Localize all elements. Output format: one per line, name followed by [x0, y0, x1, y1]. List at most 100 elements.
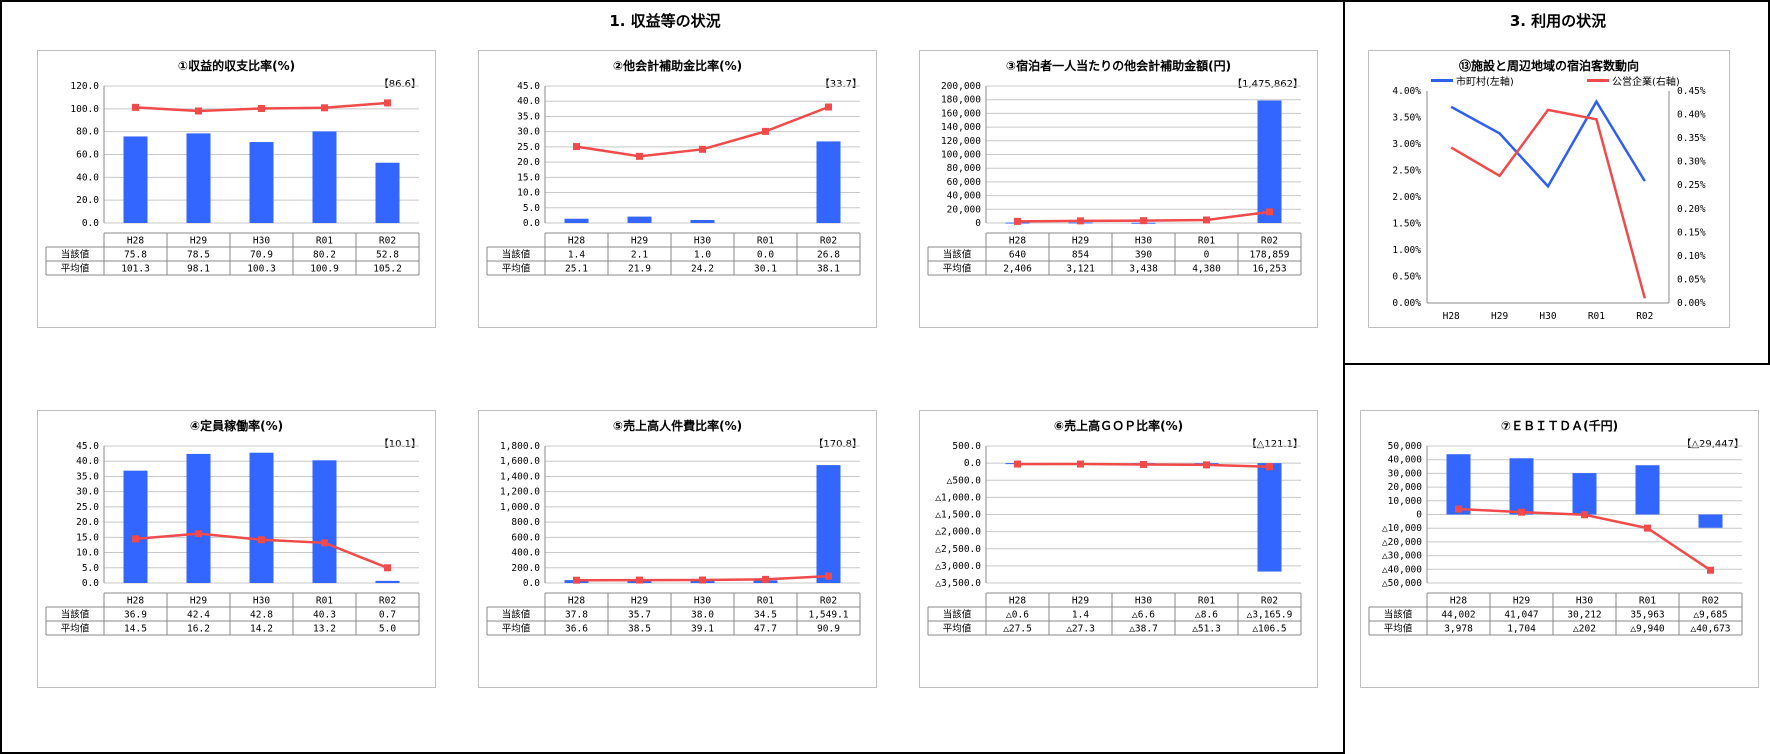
chart-average-badge: 【△29,447】: [1681, 439, 1744, 450]
y-tick-label: 1.50%: [1392, 219, 1421, 230]
y-tick-label: △10,000: [1382, 523, 1422, 534]
x-tick-label: H28: [568, 596, 585, 607]
marker-average: [321, 104, 328, 112]
x-tick-label: R02: [820, 596, 837, 607]
table-cell-average: △202: [1573, 624, 1596, 635]
table-cell-average: 16.2: [187, 624, 210, 635]
table-cell-average: 101.3: [121, 264, 150, 275]
y-tick-label: 60.0: [76, 150, 99, 161]
y-tick-label: 100.0: [70, 104, 99, 115]
y-tick-label: 0.0: [82, 578, 99, 589]
chart-panel-gop-ratio: ⑥売上高ＧＯＰ比率(%) 【△121.1】 △3,500.0 △3,000.0 △2…: [919, 410, 1318, 688]
table-cell-average: 38.1: [817, 264, 840, 275]
chart-panel-ebitda: ⑦ＥＢＩＴＤＡ(千円) 【△29,447】 △50,000 △40,000 △30,…: [1360, 410, 1759, 688]
y-tick-label: 0: [1416, 510, 1422, 521]
table-cell-average: 24.2: [691, 264, 714, 275]
y-tick-label: 30.0: [76, 487, 99, 498]
table-cell-current: 75.8: [124, 250, 147, 261]
x-tick-label: H28: [1009, 596, 1026, 607]
bar-current-value: [249, 142, 274, 223]
chart-panel-subsidy-ratio: ②他会計補助金比率(%) 【33.7】 0.0 5.0 10.0 15.0 20.0 25…: [478, 50, 877, 328]
table-cell-average: 38.5: [628, 624, 651, 635]
y-tick-label: 20.0: [76, 195, 99, 206]
table-cell-current: 35,963: [1630, 610, 1664, 621]
table-row-label: 平均値: [502, 623, 531, 635]
x-tick-label: H28: [1443, 311, 1460, 322]
bar-current-value: [564, 218, 589, 223]
table-cell-average: △27.3: [1066, 624, 1095, 635]
table-cell-average: 30.1: [754, 264, 777, 275]
chart-average-badge: 【33.7】: [819, 79, 862, 90]
x-tick-label: H30: [1576, 596, 1593, 607]
chart-panel-occupancy-rate: ④定員稼働率(%) 【10.1】 0.0 5.0 10.0 15.0 20.0 25.0 3…: [37, 410, 436, 688]
table-cell-average: 21.9: [628, 264, 651, 275]
y-tick-label: 45.0: [517, 81, 540, 92]
x-tick-label: R01: [1198, 236, 1215, 247]
table-cell-current: 26.8: [817, 250, 840, 261]
marker-average: [258, 536, 265, 544]
chart-panel-guest-trend: ⑬施設と周辺地域の宿泊客数動向 市町村(左軸) 公営企業(右軸) 0.00% 0.…: [1368, 50, 1730, 328]
y-tick-label: △3,500.0: [935, 578, 981, 589]
table-cell-average: △40,673: [1690, 624, 1730, 635]
y-tick-label: 10.0: [76, 548, 99, 559]
chart-title: ①収益的収支比率(%): [177, 59, 296, 73]
y-tick-label: △1,000.0: [935, 492, 981, 503]
y-tick-label: 60,000: [947, 177, 982, 188]
table-cell-current: 2.1: [631, 250, 648, 261]
y-tick-label: 40.0: [76, 172, 99, 183]
table-cell-average: 14.5: [124, 624, 147, 635]
x-tick-label: R02: [1261, 596, 1278, 607]
marker-average: [132, 103, 139, 111]
x-tick-label: R02: [379, 596, 396, 607]
y-tick-label: 600.0: [511, 532, 540, 543]
table-cell-current: 0.0: [757, 250, 774, 261]
table-cell-current: 78.5: [187, 250, 210, 261]
x-tick-label: R01: [757, 236, 774, 247]
marker-average: [573, 143, 580, 151]
y2-tick-label: 0.00%: [1677, 298, 1706, 309]
chart-canvas: 0.0 20.0 40.0 60.0 80.0 100.0 120.0 H28 H29 H30 R0…: [45, 81, 420, 276]
marker-average: [195, 107, 202, 115]
table-row-label: 当該値: [502, 249, 531, 261]
y-tick-label: 500.0: [952, 441, 981, 452]
y-tick-label: 0.00%: [1392, 298, 1421, 309]
bar-current-value: [1509, 458, 1534, 515]
bar-current-value: [816, 465, 841, 583]
marker-average: [699, 576, 706, 584]
table-cell-average: △51.3: [1192, 624, 1221, 635]
x-tick-label: R02: [379, 236, 396, 247]
y-tick-label: 25.0: [76, 502, 99, 513]
table-cell-current: 42.4: [187, 610, 210, 621]
table-cell-average: △27.5: [1003, 624, 1032, 635]
y-tick-label: 400.0: [511, 548, 540, 559]
y-tick-label: 5.0: [523, 203, 540, 214]
table-row-label: 平均値: [61, 263, 90, 275]
marker-average: [1014, 217, 1021, 225]
table-row-label: 当該値: [61, 609, 90, 621]
chart-canvas: 0 20,000 40,000 60,000 80,000 100,000 120,000 1…: [927, 81, 1302, 276]
marker-average: [384, 564, 391, 572]
y-tick-label: 10,000: [1388, 496, 1423, 507]
line-municipality: [1450, 99, 1646, 189]
chart-title: ④定員稼働率(%): [189, 419, 284, 433]
table-cell-current: △8.6: [1195, 610, 1218, 621]
table-row-label: 当該値: [61, 249, 90, 261]
y-tick-label: △30,000: [1382, 551, 1422, 562]
y-tick-label: 25.0: [517, 142, 540, 153]
x-tick-label: R01: [316, 596, 333, 607]
bar-current-value: [1446, 454, 1471, 515]
chart-title: ②他会計補助金比率(%): [612, 59, 743, 73]
y-tick-label: 20,000: [1388, 482, 1423, 493]
marker-average: [132, 535, 139, 543]
x-tick-label: H30: [253, 596, 270, 607]
table-cell-average: 16,253: [1252, 264, 1286, 275]
table-cell-current: △9,685: [1693, 610, 1727, 621]
y-tick-label: 35.0: [76, 471, 99, 482]
y-tick-label: 15.0: [517, 172, 540, 183]
table-cell-current: 80.2: [313, 250, 336, 261]
y-tick-label: △500.0: [947, 475, 982, 486]
bar-current-value: [186, 453, 211, 583]
bar-current-value: [816, 141, 841, 223]
chart-title: ⑦ＥＢＩＴＤＡ(千円): [1500, 419, 1619, 433]
y2-tick-label: 0.10%: [1677, 251, 1706, 262]
